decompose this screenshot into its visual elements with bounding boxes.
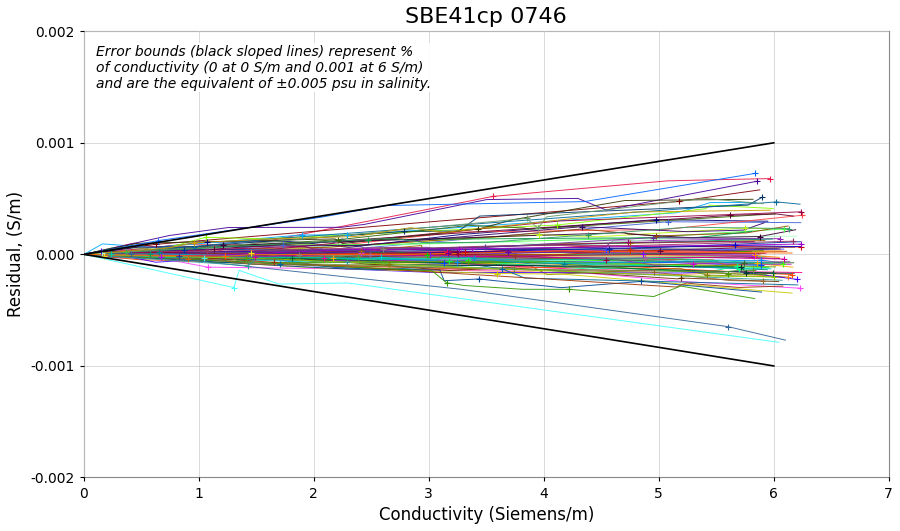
X-axis label: Conductivity (Siemens/m): Conductivity (Siemens/m)	[379, 506, 594, 524]
Title: SBE41cp 0746: SBE41cp 0746	[405, 7, 567, 27]
Y-axis label: Residual, (S/m): Residual, (S/m)	[7, 191, 25, 318]
Text: Error bounds (black sloped lines) represent %
of conductivity (0 at 0 S/m and 0.: Error bounds (black sloped lines) repres…	[96, 45, 431, 91]
